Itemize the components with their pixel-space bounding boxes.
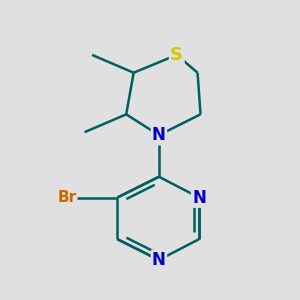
Text: Br: Br <box>57 190 76 205</box>
Text: S: S <box>170 46 183 64</box>
Text: N: N <box>152 251 166 269</box>
Text: N: N <box>152 126 166 144</box>
Text: N: N <box>192 189 206 207</box>
